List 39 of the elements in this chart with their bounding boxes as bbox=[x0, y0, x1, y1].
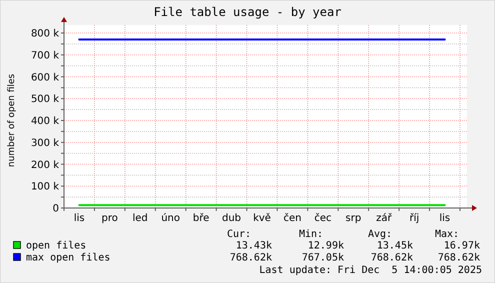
y-tick-label: 300 k bbox=[30, 138, 60, 149]
x-tick-label: srp bbox=[346, 213, 362, 224]
text: 768.62k bbox=[370, 252, 413, 264]
text: Max: bbox=[435, 229, 460, 240]
text: 767.05k bbox=[302, 252, 344, 264]
x-tick-label: úno bbox=[161, 213, 180, 224]
legend-label: max open files bbox=[26, 252, 110, 264]
text: 13.43k bbox=[236, 240, 272, 252]
y-tick-label: 0 bbox=[52, 204, 59, 214]
text: Avg: bbox=[368, 229, 392, 240]
text: Last update: Fri Dec 5 14:00:05 2025 bbox=[259, 265, 482, 276]
legend-label: open files bbox=[26, 240, 86, 252]
chart-title: File table usage - by year bbox=[154, 5, 342, 19]
x-tick-label: dub bbox=[222, 213, 242, 224]
x-tick-label: čec bbox=[314, 213, 332, 224]
text: 13.45k bbox=[376, 240, 413, 252]
y-tick-label: 800 k bbox=[30, 28, 60, 40]
x-tick-label: led bbox=[132, 213, 148, 224]
x-tick-label: čen bbox=[283, 213, 302, 224]
text: Min: bbox=[299, 229, 324, 240]
x-tick-label: zář bbox=[376, 213, 392, 224]
text: 768.62k bbox=[438, 252, 480, 264]
y-axis-title: number of open files bbox=[7, 74, 17, 168]
y-tick-label: 200 k bbox=[30, 160, 60, 171]
y-tick-label: 700 k bbox=[30, 50, 60, 62]
x-tick-label: pro bbox=[102, 213, 118, 224]
text: 16.97k bbox=[444, 240, 480, 252]
y-tick-label: 100 k bbox=[30, 182, 60, 193]
x-tick-label: lis bbox=[439, 213, 450, 224]
x-tick-label: kvě bbox=[253, 213, 271, 224]
x-tick-label: lis bbox=[74, 213, 85, 224]
y-tick-label: 600 k bbox=[30, 72, 60, 84]
x-tick-label: říj bbox=[409, 213, 420, 224]
y-tick-label: 400 k bbox=[30, 116, 60, 127]
text: 12.99k bbox=[308, 240, 344, 252]
y-tick-label: 500 k bbox=[30, 94, 60, 106]
x-tick-label: bře bbox=[192, 213, 210, 224]
text: Cur: bbox=[227, 229, 252, 240]
text: 768.62k bbox=[230, 252, 272, 264]
